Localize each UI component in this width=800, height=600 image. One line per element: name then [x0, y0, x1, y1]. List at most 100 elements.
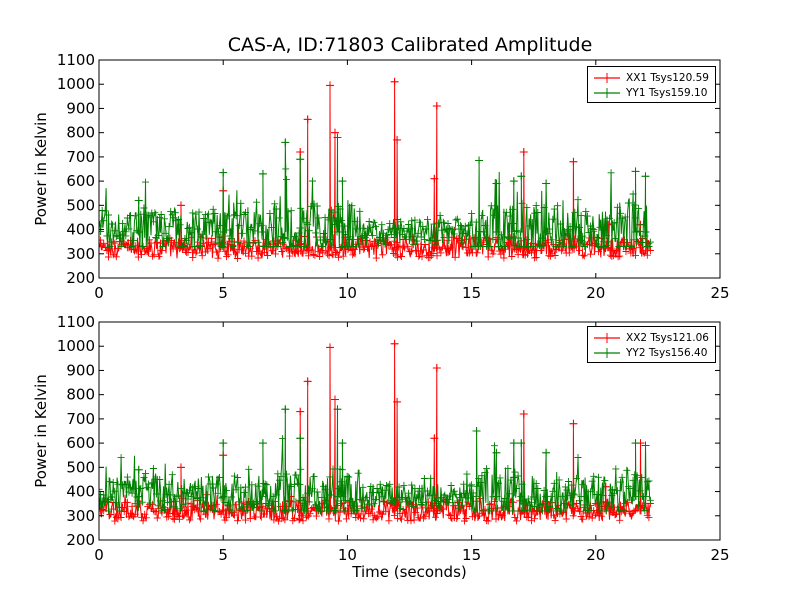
x-tick-label: 25 [710, 284, 729, 302]
peak-point [390, 77, 399, 86]
series-yy1 [99, 133, 654, 250]
y-tick-label: 800 [66, 386, 95, 404]
peak-point [542, 448, 551, 457]
peak-point [475, 156, 484, 165]
peak-point [303, 377, 312, 386]
legend-label: YY1 Tsys159.10 [626, 86, 708, 99]
legend-entry-yy1: YY1 Tsys159.10 [594, 85, 709, 100]
peak-point [333, 133, 342, 142]
y-tick-label: 1100 [57, 51, 95, 69]
peak-point [641, 172, 650, 181]
peak-point [542, 179, 551, 188]
peak-point [338, 177, 347, 186]
legend-entry-xx1: XX1 Tsys120.59 [594, 70, 709, 85]
chart-title: CAS-A, ID:71803 Calibrated Amplitude [227, 34, 593, 56]
peak-point [519, 148, 528, 157]
peak-point [641, 441, 650, 450]
series-line [99, 137, 651, 248]
peak-point [326, 343, 335, 352]
peak-point [509, 177, 518, 186]
peak-point [430, 434, 439, 443]
legend-top: XX1 Tsys120.59 YY1 Tsys159.10 [587, 66, 716, 103]
y-tick-label: 700 [66, 148, 95, 166]
y-tick-label: 1100 [57, 313, 95, 331]
legend-swatch-red [594, 332, 620, 344]
y-tick-label: 500 [66, 196, 95, 214]
peak-point [281, 405, 290, 414]
top-subplot: 0 5 10 15 20 25 200 300 400 500 600 700 800 900 1000 11… [32, 51, 730, 302]
y-tick-label: 600 [66, 434, 95, 452]
y-tick-label: 900 [66, 99, 95, 117]
y-tick-label: 1000 [57, 75, 95, 93]
y-tick-label: 200 [66, 269, 95, 287]
peak-point [569, 419, 578, 428]
peak-point [176, 201, 185, 210]
peak-point [509, 439, 518, 448]
x-tick-label: 15 [462, 284, 481, 302]
peak-point [296, 155, 305, 164]
peak-point [390, 339, 399, 348]
peak-point [631, 167, 640, 176]
series-yy2 [99, 405, 654, 515]
peak-point [569, 157, 578, 166]
x-tick-label: 0 [94, 546, 104, 564]
y-axis-label: Power in Kelvin [32, 112, 50, 226]
bottom-subplot: 0 5 10 15 20 25 200 300 400 500 600 700 800 900 1000 11… [32, 313, 730, 581]
peak-point [296, 148, 305, 157]
y-tick-label: 700 [66, 410, 95, 428]
peak-point [492, 448, 501, 457]
peak-point [393, 397, 402, 406]
legend-bottom: XX2 Tsys121.06 YY2 Tsys156.40 [587, 326, 716, 363]
y-tick-label: 900 [66, 361, 95, 379]
x-tick-label: 20 [586, 546, 605, 564]
x-tick-label: 5 [218, 284, 228, 302]
peak-point [281, 138, 290, 147]
legend-swatch-red [594, 72, 620, 84]
peak-point [134, 465, 143, 474]
peak-point [303, 115, 312, 124]
peak-point [333, 405, 342, 414]
peak-point [176, 463, 185, 472]
legend-label: XX1 Tsys120.59 [626, 71, 709, 84]
y-tick-label: 600 [66, 172, 95, 190]
peak-point [517, 172, 526, 181]
legend-entry-yy2: YY2 Tsys156.40 [594, 345, 709, 360]
peak-point [134, 196, 143, 205]
x-tick-label: 15 [462, 546, 481, 564]
peak-point [219, 439, 228, 448]
axes-frame [98, 59, 721, 279]
x-tick-label: 10 [338, 284, 357, 302]
y-axis-label: Power in Kelvin [32, 374, 50, 488]
legend-swatch-green [594, 87, 620, 99]
peak-point [472, 427, 481, 435]
peak-point [519, 410, 528, 419]
y-tick-label: 1000 [57, 337, 95, 355]
y-tick-label: 300 [66, 507, 95, 525]
y-tick-label: 500 [66, 458, 95, 476]
axes-frame [98, 321, 721, 541]
y-tick-label: 200 [66, 531, 95, 549]
x-tick-label: 0 [94, 284, 104, 302]
peak-point [330, 128, 339, 137]
peak-point [631, 439, 640, 448]
x-tick-label: 5 [218, 546, 228, 564]
peak-point [517, 439, 526, 448]
peak-point [432, 102, 441, 111]
legend-swatch-green [594, 347, 620, 359]
legend-entry-xx2: XX2 Tsys121.06 [594, 330, 709, 345]
y-tick-label: 800 [66, 124, 95, 142]
peak-point [296, 434, 305, 443]
peak-point [258, 169, 267, 178]
peak-point [326, 81, 335, 90]
peak-point [393, 135, 402, 144]
y-tick-label: 300 [66, 245, 95, 263]
peak-point [330, 395, 339, 404]
peak-point [338, 439, 347, 448]
x-tick-label: 25 [710, 546, 729, 564]
peak-point [492, 179, 501, 188]
peak-point [258, 439, 267, 448]
peak-point [432, 364, 441, 373]
peak-point [219, 168, 228, 177]
peak-point [430, 174, 439, 183]
